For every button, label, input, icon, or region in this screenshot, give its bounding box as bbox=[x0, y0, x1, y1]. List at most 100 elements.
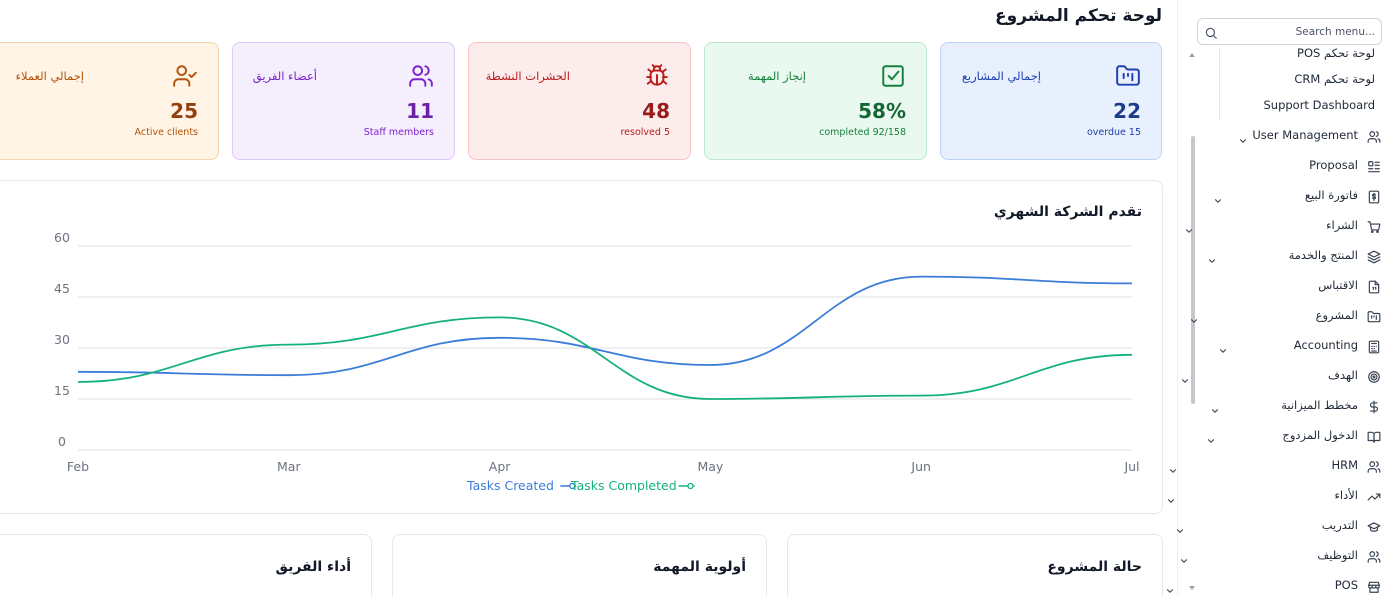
users-icon bbox=[1367, 129, 1381, 143]
sidebar-item-label: المشروع bbox=[1315, 308, 1358, 322]
stat-card-value: 25 bbox=[170, 99, 198, 123]
cart-icon bbox=[1367, 219, 1381, 234]
layers-icon bbox=[1367, 249, 1381, 264]
stat-card-task-completion[interactable]: إنجاز المهمة 58% completed 92/158 bbox=[704, 42, 927, 160]
y-tick-label: 60 bbox=[54, 230, 70, 245]
users-icon bbox=[408, 63, 434, 89]
sidebar-item-label: Proposal bbox=[1309, 158, 1358, 172]
chevron-down-icon[interactable] bbox=[1168, 461, 1178, 473]
scroll-down-arrow[interactable] bbox=[1189, 586, 1195, 590]
sidebar-item-layers[interactable]: المنتج والخدمة bbox=[1178, 244, 1388, 268]
page-title: لوحة تحكم المشروع bbox=[995, 6, 1162, 26]
sidebar-item-hrm-users[interactable]: HRM bbox=[1169, 454, 1388, 478]
sidebar-item-graduation-cap[interactable]: التدريب bbox=[1175, 514, 1388, 538]
stat-card-value: 48 bbox=[642, 99, 670, 123]
sidebar-item-label: مخطط الميزانية bbox=[1281, 398, 1358, 412]
chevron-down-icon[interactable] bbox=[1166, 491, 1176, 503]
proposal-icon bbox=[1367, 159, 1381, 173]
sidebar-item-folder[interactable]: المشروع bbox=[1178, 304, 1388, 328]
dollar-icon bbox=[1367, 399, 1381, 414]
sidebar-item-label: لوحة تحكم POS bbox=[1297, 46, 1375, 60]
sidebar-item-item-0[interactable]: لوحة تحكم POS bbox=[1178, 42, 1388, 66]
chevron-down-icon[interactable] bbox=[1165, 581, 1175, 593]
sidebar-item-file-quote[interactable]: الاقتباس bbox=[1178, 274, 1388, 298]
sidebar-item-store[interactable]: POS bbox=[1166, 574, 1388, 598]
sidebar-item-recruit-users[interactable]: التوظيف bbox=[1178, 544, 1388, 568]
series-line-tasks-created bbox=[77, 275, 1133, 377]
chevron-down-icon[interactable] bbox=[1179, 551, 1189, 563]
chevron-down-icon[interactable] bbox=[1207, 251, 1217, 263]
chevron-down-icon[interactable] bbox=[1189, 311, 1199, 323]
sidebar-item-proposal[interactable]: Proposal bbox=[1178, 154, 1388, 178]
x-tick-label: Jul bbox=[1123, 459, 1139, 474]
stat-card-title: إجمالي المشاريع bbox=[961, 69, 1041, 83]
sidebar-item-label: التوظيف bbox=[1317, 548, 1358, 562]
chevron-down-icon[interactable] bbox=[1180, 371, 1190, 383]
chevron-down-icon[interactable] bbox=[1184, 221, 1194, 233]
stat-card-clients[interactable]: إجمالي العملاء 25 Active clients bbox=[0, 42, 219, 160]
stat-card-sub: Staff members bbox=[363, 127, 434, 138]
sidebar-item-invoice[interactable]: فاتورة البيع bbox=[1178, 184, 1388, 208]
card-title: حالة المشروع bbox=[1047, 559, 1142, 575]
stat-card-active-bugs[interactable]: الحشرات النشطة 48 resolved 5 bbox=[468, 42, 691, 160]
sidebar-item-item-2[interactable]: Support Dashboard bbox=[1178, 94, 1388, 118]
line-chart: 0 15 30 45 60 Feb Mar Apr May Jun Jul Tasks Created… bbox=[54, 230, 1140, 493]
chevron-down-icon[interactable] bbox=[1238, 131, 1248, 143]
invoice-icon bbox=[1367, 189, 1381, 204]
y-tick-label: 0 bbox=[58, 434, 66, 449]
project-status-card: حالة المشروع bbox=[787, 534, 1163, 596]
search-box[interactable] bbox=[1197, 18, 1382, 45]
chevron-down-icon[interactable] bbox=[1218, 341, 1228, 353]
sidebar-item-trending-up[interactable]: الأداء bbox=[1167, 484, 1388, 508]
sidebar-item-item-1[interactable]: لوحة تحكم CRM bbox=[1178, 68, 1388, 92]
sidebar-item-users[interactable]: User Management bbox=[1178, 124, 1388, 148]
stat-card-value: 11 bbox=[406, 99, 434, 123]
y-tick-label: 15 bbox=[54, 383, 70, 398]
card-title: أداء الفريق bbox=[275, 559, 351, 575]
legend-swatch-marker bbox=[687, 482, 694, 490]
chevron-down-icon[interactable] bbox=[1213, 191, 1223, 203]
target-icon bbox=[1367, 369, 1381, 383]
sidebar-item-target[interactable]: الهدف bbox=[1178, 364, 1388, 388]
search-input[interactable] bbox=[1220, 22, 1375, 42]
check-square-icon bbox=[880, 63, 906, 89]
sidebar-item-label: HRM bbox=[1331, 458, 1358, 472]
sidebar-item-dollar[interactable]: مخطط الميزانية bbox=[1178, 394, 1388, 418]
stat-card-title: أعضاء الفريق bbox=[252, 69, 317, 83]
y-tick-label: 30 bbox=[54, 332, 70, 347]
sidebar-item-calculator[interactable]: Accounting bbox=[1178, 334, 1388, 358]
recruit-users-icon bbox=[1367, 549, 1381, 563]
chevron-down-icon[interactable] bbox=[1175, 521, 1185, 533]
sidebar-item-label: الدخول المزدوج bbox=[1282, 428, 1358, 442]
x-tick-label: Jun bbox=[910, 459, 931, 474]
team-performance-card: أداء الفريق bbox=[0, 534, 372, 596]
scroll-up-arrow[interactable] bbox=[1189, 53, 1195, 57]
stat-card-title: إجمالي العملاء bbox=[15, 69, 84, 83]
stat-card-sub: resolved 5 bbox=[620, 127, 670, 138]
y-tick-label: 45 bbox=[54, 281, 70, 296]
series-line-tasks-completed bbox=[77, 316, 1133, 400]
chevron-down-icon[interactable] bbox=[1210, 401, 1220, 413]
x-tick-label: Apr bbox=[489, 459, 511, 474]
sidebar-item-label: Support Dashboard bbox=[1263, 98, 1375, 112]
submenu-guide-line bbox=[1219, 48, 1220, 120]
stat-card-title: إنجاز المهمة bbox=[748, 69, 806, 83]
stat-card-projects[interactable]: إجمالي المشاريع 22 overdue 15 bbox=[940, 42, 1162, 160]
stat-card-sub: Active clients bbox=[134, 127, 198, 138]
sidebar-item-label: POS bbox=[1334, 578, 1358, 592]
sidebar-item-label: الشراء bbox=[1326, 218, 1358, 232]
chevron-down-icon[interactable] bbox=[1206, 431, 1216, 443]
stat-card-value: 22 bbox=[1113, 99, 1141, 123]
store-icon bbox=[1367, 579, 1381, 593]
legend-swatch-marker bbox=[569, 482, 576, 490]
stat-card-team-members[interactable]: أعضاء الفريق 11 Staff members bbox=[232, 42, 455, 160]
sidebar-item-label: المنتج والخدمة bbox=[1288, 248, 1358, 262]
file-quote-icon bbox=[1367, 279, 1381, 294]
sidebar-item-label: Accounting bbox=[1293, 338, 1358, 352]
folder-icon bbox=[1367, 309, 1381, 323]
legend-label: Tasks Created bbox=[466, 478, 554, 493]
sidebar-item-cart[interactable]: الشراء bbox=[1178, 214, 1388, 238]
scrollbar-thumb[interactable] bbox=[1191, 136, 1195, 404]
sidebar-item-book[interactable]: الدخول المزدوج bbox=[1178, 424, 1388, 448]
calculator-icon bbox=[1367, 339, 1381, 354]
